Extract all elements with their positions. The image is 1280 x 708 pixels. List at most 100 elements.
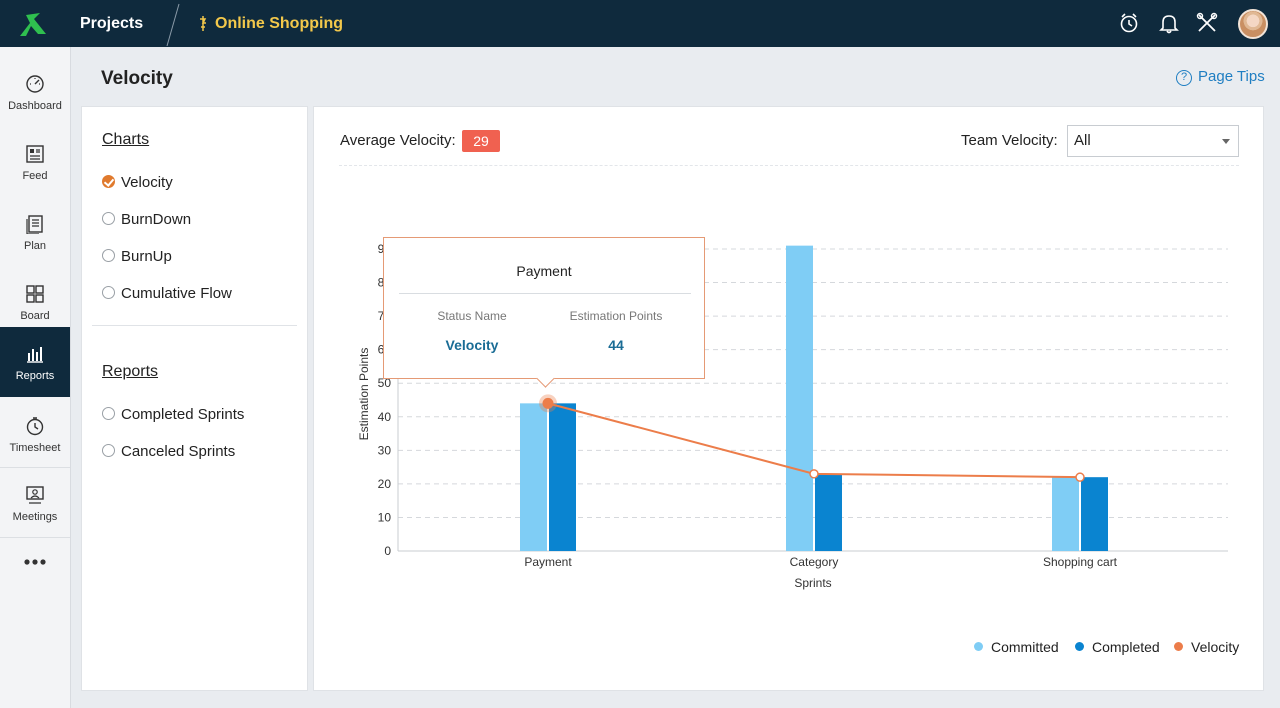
bar-completed: [549, 403, 576, 551]
velocity-point: [542, 397, 554, 409]
projects-link[interactable]: Projects: [80, 15, 144, 32]
chart-option-burndown[interactable]: BurnDown: [102, 211, 191, 228]
nav-dashboard[interactable]: Dashboard: [0, 57, 70, 127]
legend-velocity[interactable]: Velocity: [1174, 639, 1239, 655]
average-velocity-badge: 29: [462, 130, 500, 152]
radio-icon[interactable]: [102, 407, 115, 420]
project-name[interactable]: Online Shopping: [215, 15, 343, 32]
report-option-canceled-sprints[interactable]: Canceled Sprints: [102, 443, 235, 460]
nav-board[interactable]: Board: [0, 267, 70, 337]
chevron-down-icon: [1222, 139, 1230, 144]
y-tick-label: 40: [378, 410, 392, 424]
nav-label: Feed: [22, 170, 48, 182]
bar-committed: [786, 245, 813, 551]
chart-option-velocity[interactable]: Velocity: [102, 174, 173, 191]
nav-separator: [0, 467, 70, 468]
legend-dot: [1075, 642, 1084, 651]
more-icon[interactable]: [23, 557, 47, 567]
chart-option-cumulative-flow[interactable]: Cumulative Flow: [102, 285, 232, 302]
nav-label: Dashboard: [8, 100, 62, 112]
bar-committed: [520, 403, 547, 551]
x-axis-title: Sprints: [794, 576, 831, 590]
chart-tooltip: Payment Status Name Estimation Points Ve…: [383, 237, 705, 379]
velocity-point: [1075, 472, 1085, 482]
nav-plan[interactable]: Plan: [0, 197, 70, 267]
meetings-icon: [26, 486, 44, 504]
x-tick-label: Shopping cart: [1043, 555, 1118, 569]
y-tick-label: 50: [378, 376, 392, 390]
tooltip-title: Payment: [516, 263, 572, 279]
team-velocity-select[interactable]: All: [1067, 125, 1239, 157]
project-icon: [200, 16, 207, 31]
nav-label: Timesheet: [9, 442, 61, 454]
nav-label: Board: [20, 310, 50, 322]
chart-panel: Average Velocity: 29 Team Velocity: All …: [313, 106, 1264, 691]
nav-feed[interactable]: Feed: [0, 127, 70, 197]
nav-separator: [0, 537, 70, 538]
option-label: Cumulative Flow: [121, 285, 232, 302]
legend-completed[interactable]: Completed: [1075, 639, 1160, 655]
help-icon: ?: [1176, 70, 1192, 86]
divider-slash: [166, 3, 180, 46]
page-tips-link[interactable]: ? Page Tips: [1176, 68, 1265, 86]
y-axis-title: Estimation Points: [357, 348, 371, 441]
y-tick-label: 0: [384, 544, 391, 558]
legend-label: Committed: [991, 639, 1059, 655]
tooltip-divider: [399, 293, 691, 294]
option-label: Canceled Sprints: [121, 443, 236, 460]
team-velocity-label: Team Velocity:: [961, 132, 1058, 149]
radio-icon[interactable]: [102, 286, 115, 299]
logo-icon[interactable]: [16, 9, 54, 39]
board-icon: [26, 285, 44, 303]
plan-icon: [26, 215, 43, 234]
reports-icon: [27, 347, 43, 363]
nav-reports[interactable]: Reports: [0, 327, 70, 397]
avatar[interactable]: [1238, 9, 1268, 39]
reports-heading: Reports: [102, 363, 159, 380]
radio-icon[interactable]: [102, 212, 115, 225]
radio-icon[interactable]: [102, 444, 115, 457]
report-option-completed-sprints[interactable]: Completed Sprints: [102, 406, 244, 423]
option-label: Completed Sprints: [121, 406, 245, 423]
legend-dot: [1174, 642, 1183, 651]
legend-label: Velocity: [1191, 639, 1240, 655]
bar-completed: [1081, 477, 1108, 551]
bar-completed: [815, 473, 842, 551]
nav-timesheet[interactable]: Timesheet: [0, 399, 70, 469]
charts-heading: Charts: [102, 131, 150, 148]
velocity-point: [809, 469, 819, 479]
page-title: Velocity: [101, 68, 173, 89]
tooltip-col2-value: 44: [608, 337, 624, 353]
tools-icon[interactable]: [1196, 12, 1218, 34]
legend-committed[interactable]: Committed: [974, 639, 1059, 655]
y-tick-label: 30: [378, 443, 392, 457]
panel-divider: [92, 325, 297, 326]
tooltip-col1-header: Status Name: [437, 309, 507, 323]
chart-option-burnup[interactable]: BurnUp: [102, 248, 172, 265]
legend-dot: [974, 642, 983, 651]
x-tick-label: Payment: [524, 555, 572, 569]
left-nav: Dashboard Feed Plan Board Reports: [0, 47, 71, 708]
radio-icon[interactable]: [102, 249, 115, 262]
option-label: BurnDown: [121, 211, 192, 228]
tooltip-col1-value: Velocity: [445, 337, 499, 353]
bell-icon[interactable]: [1158, 12, 1180, 34]
dashboard-icon: [26, 75, 44, 93]
header-divider: [339, 165, 1239, 166]
radio-checked-icon[interactable]: [102, 175, 115, 188]
nav-meetings[interactable]: Meetings: [0, 468, 70, 538]
option-label: Velocity: [121, 174, 173, 191]
velocity-line: [547, 402, 1081, 479]
team-velocity-value: All: [1074, 132, 1091, 149]
tooltip-col2-header: Estimation Points: [569, 309, 663, 323]
feed-icon: [26, 145, 44, 163]
timer-icon[interactable]: [1118, 12, 1140, 34]
nav-label: Reports: [15, 370, 55, 382]
average-velocity-label: Average Velocity:: [340, 132, 456, 149]
x-tick-label: Category: [790, 555, 839, 569]
bar-committed: [1052, 477, 1079, 551]
timesheet-icon: [26, 417, 44, 436]
top-bar: Projects Online Shopping: [0, 0, 1280, 47]
page-tips-label: Page Tips: [1198, 68, 1265, 85]
